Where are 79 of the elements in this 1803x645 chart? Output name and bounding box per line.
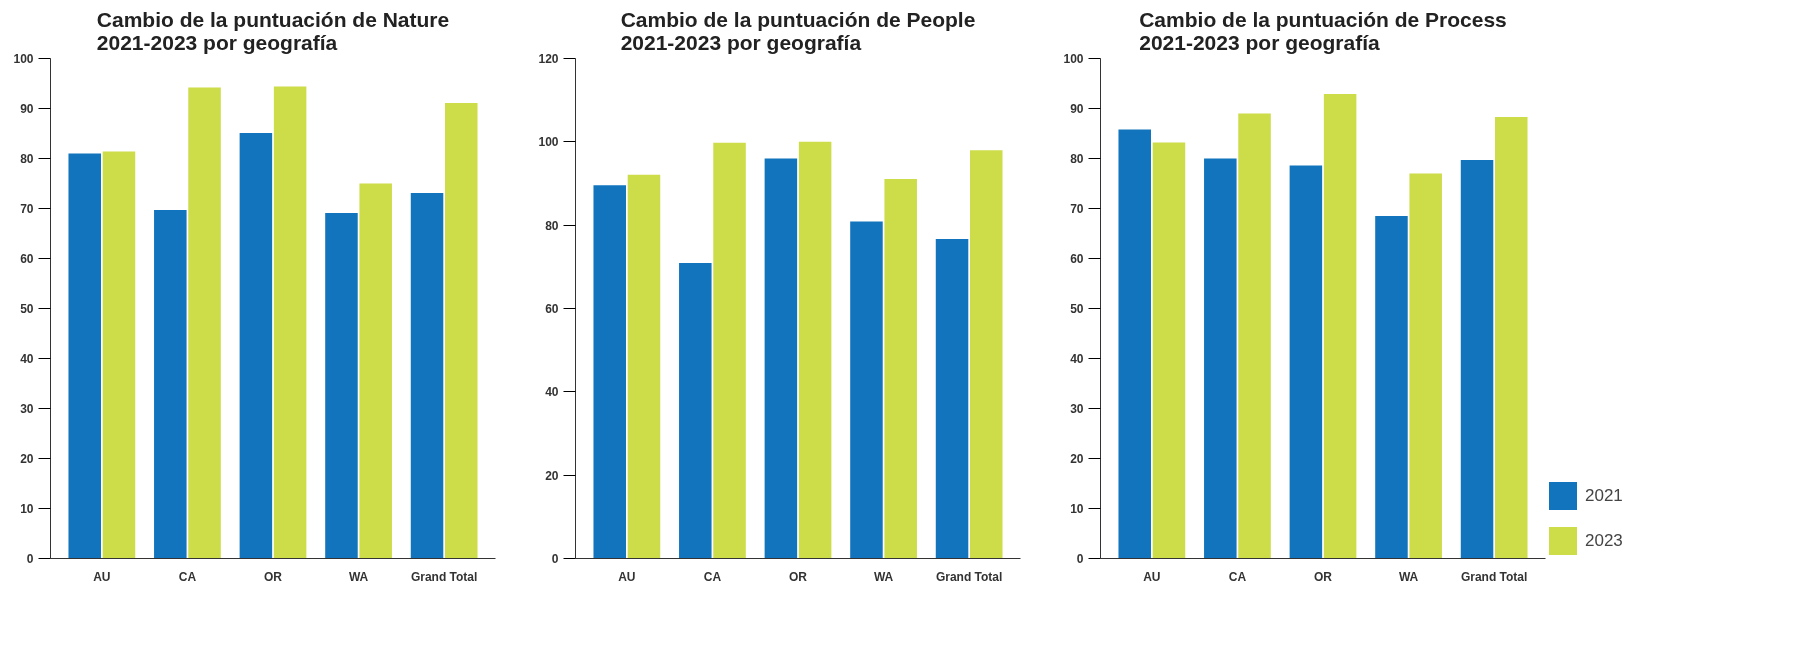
- y-tick-label: 20: [20, 452, 34, 466]
- bar: [273, 86, 307, 559]
- y-tick-label: 40: [1070, 352, 1084, 366]
- bar: [1460, 160, 1494, 559]
- bar: [593, 185, 626, 559]
- x-tick-label: Grand Total: [410, 569, 478, 584]
- bar: [1118, 129, 1151, 559]
- bar: [1323, 94, 1357, 559]
- bar: [1152, 142, 1186, 559]
- legend-label: 2023: [1585, 530, 1623, 551]
- bar: [935, 238, 969, 559]
- x-tick-label: AU: [618, 569, 636, 584]
- bar: [798, 141, 832, 559]
- x-tick-label: OR: [1314, 569, 1333, 584]
- y-tick-label: 0: [551, 552, 559, 566]
- bar: [325, 213, 358, 559]
- x-tick-label: Grand Total: [1460, 569, 1528, 584]
- y-tick-label: 30: [1070, 402, 1084, 416]
- bar: [1204, 158, 1237, 559]
- bar: [713, 142, 746, 559]
- y-tick-label: 80: [1070, 152, 1084, 166]
- bar: [679, 263, 712, 559]
- bar: [884, 178, 917, 559]
- bar: [1238, 113, 1271, 559]
- y-tick-label: 20: [1070, 452, 1084, 466]
- bar: [359, 183, 392, 559]
- x-tick-label: CA: [1228, 569, 1247, 584]
- y-tick-label: 80: [545, 218, 559, 233]
- y-tick-label: 50: [1070, 302, 1084, 316]
- bar: [1375, 216, 1408, 559]
- y-tick-label: 100: [538, 135, 559, 150]
- x-tick-label: WA: [348, 569, 369, 584]
- y-tick-label: 30: [20, 402, 34, 416]
- bar: [1409, 173, 1442, 559]
- bar: [970, 150, 1003, 559]
- bar: [154, 210, 187, 559]
- x-tick-label: OR: [264, 569, 283, 584]
- y-tick-label: 90: [1070, 102, 1084, 116]
- y-tick-label: 20: [545, 468, 559, 483]
- x-tick-label: AU: [1143, 569, 1161, 584]
- bar: [239, 133, 273, 559]
- bar: [1495, 117, 1528, 559]
- y-tick-label: 50: [20, 302, 34, 316]
- y-tick-label: 40: [20, 352, 34, 366]
- y-tick-label: 100: [13, 52, 34, 66]
- bar: [445, 103, 478, 559]
- bar: [68, 153, 101, 559]
- x-tick-label: OR: [789, 569, 808, 584]
- legend-label: 2021: [1585, 485, 1623, 506]
- y-tick-label: 80: [20, 152, 34, 166]
- y-tick-label: 60: [1070, 252, 1084, 266]
- bar: [764, 158, 798, 559]
- bar: [627, 174, 661, 559]
- y-tick-label: 70: [1070, 202, 1084, 216]
- y-tick-label: 40: [545, 385, 559, 400]
- y-tick-label: 60: [545, 302, 559, 316]
- x-tick-label: WA: [1398, 569, 1419, 584]
- x-tick-label: WA: [873, 569, 894, 584]
- bar: [102, 151, 136, 559]
- y-tick-label: 120: [538, 52, 559, 66]
- y-tick-label: 90: [20, 102, 34, 116]
- x-tick-label: Grand Total: [935, 569, 1003, 584]
- bar: [188, 87, 221, 559]
- x-tick-label: AU: [93, 569, 111, 584]
- bar: [410, 193, 444, 559]
- chart-title: Cambio de la puntuación de Nature 2021-2023 por geografía: [96, 7, 450, 54]
- y-tick-label: 100: [1063, 52, 1084, 66]
- y-tick-label: 60: [20, 252, 34, 266]
- y-tick-label: 10: [1070, 502, 1084, 516]
- chart-title: Cambio de la puntuación de Process 2021-2023 por geografía: [1139, 7, 1507, 54]
- y-tick-label: 0: [26, 552, 34, 566]
- x-tick-label: CA: [178, 569, 197, 584]
- x-tick-label: CA: [703, 569, 722, 584]
- chart-title: Cambio de la puntuación de People 2021-2023 por geografía: [620, 7, 976, 54]
- y-tick-label: 10: [20, 502, 34, 516]
- y-tick-label: 0: [1076, 552, 1084, 566]
- y-tick-label: 70: [20, 202, 34, 216]
- bar: [850, 221, 883, 559]
- bar: [1289, 165, 1323, 559]
